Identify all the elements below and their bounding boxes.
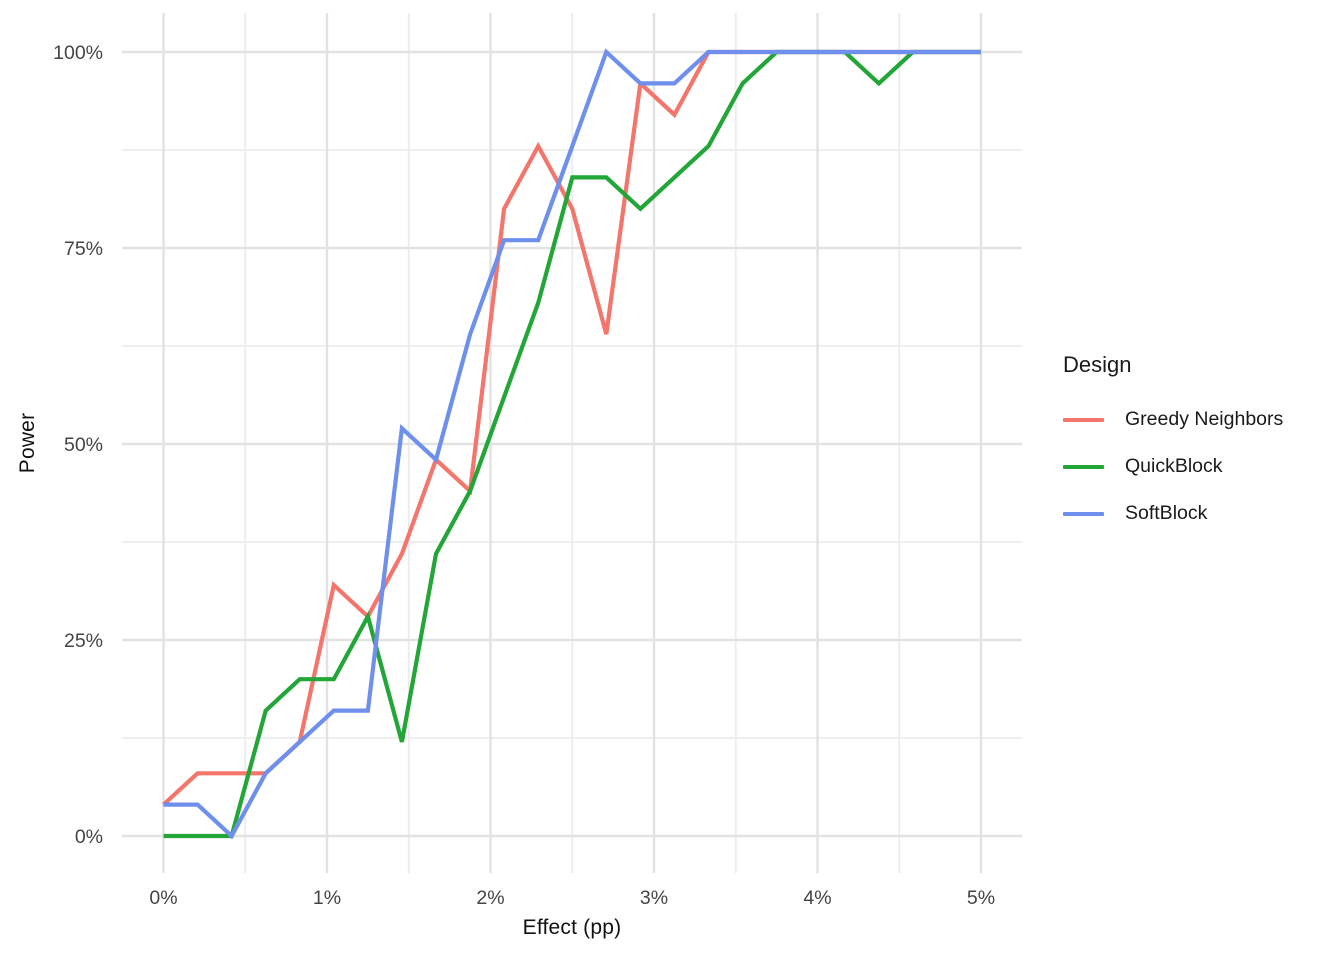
x-tick-label: 5% [967, 887, 995, 909]
x-axis-title: Effect (pp) [522, 916, 622, 939]
legend-item-greedy-neighbors: Greedy Neighbors [1063, 396, 1338, 443]
legend-item-softblock: SoftBlock [1063, 490, 1338, 537]
legend-title: Design [1063, 352, 1132, 377]
series-line-softblock [163, 48, 981, 840]
x-tick-label: 1% [313, 887, 341, 909]
y-tick-label: 75% [64, 238, 103, 260]
legend: Design Greedy Neighbors QuickBlock SoftBlo… [1063, 352, 1338, 537]
legend-key-line [1063, 511, 1104, 516]
legend-item-quickblock: QuickBlock [1063, 443, 1338, 490]
legend-item-label: QuickBlock [1125, 455, 1223, 477]
x-tick-label: 0% [149, 887, 177, 909]
y-tick-label: 0% [75, 826, 103, 848]
x-tick-label: 3% [640, 887, 668, 909]
legend-items: Greedy Neighbors QuickBlock SoftBlock [1063, 396, 1338, 537]
legend-key-line [1063, 417, 1104, 422]
x-tick-label: 2% [476, 887, 504, 909]
y-tick-label: 100% [53, 42, 103, 64]
y-axis-title: Power [16, 412, 39, 474]
x-tick-label: 4% [803, 887, 831, 909]
legend-item-label: SoftBlock [1125, 502, 1208, 524]
y-tick-label: 50% [64, 434, 103, 456]
legend-item-label: Greedy Neighbors [1125, 408, 1284, 430]
y-tick-label: 25% [64, 630, 103, 652]
legend-key-line [1063, 464, 1104, 469]
